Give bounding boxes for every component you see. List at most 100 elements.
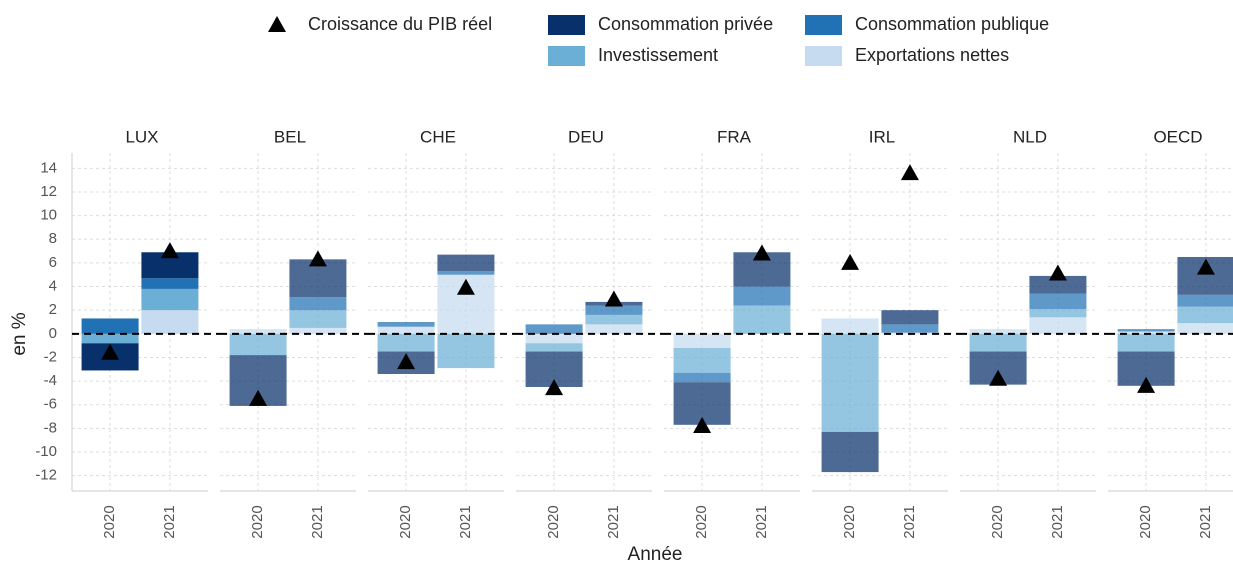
- bar-segment: [1177, 323, 1233, 334]
- legend-label: Exportations nettes: [855, 45, 1009, 65]
- y-tick-label: 14: [40, 159, 57, 176]
- bar-segment: [1177, 294, 1233, 307]
- bar-segment: [585, 305, 643, 315]
- bar-segment: [289, 327, 347, 334]
- bar-segment: [673, 333, 731, 348]
- bar-segment: [881, 324, 939, 333]
- bar-segment: [821, 431, 879, 473]
- growth-marker: [989, 369, 1008, 386]
- x-tick-label: 2021: [901, 505, 918, 538]
- bar-segment: [437, 254, 495, 272]
- growth-marker: [841, 253, 860, 270]
- growth-marker: [1196, 258, 1215, 275]
- growth-marker: [1137, 376, 1156, 393]
- x-tick-label: 2021: [605, 505, 622, 538]
- legend-marker: [268, 16, 286, 32]
- bar-segment: [229, 333, 287, 356]
- panel-title: BEL: [274, 127, 306, 146]
- x-tick-label: 2020: [989, 505, 1006, 538]
- bar-segment: [81, 318, 139, 334]
- bar-segment: [969, 329, 1027, 334]
- y-tick-label: 10: [40, 207, 57, 224]
- y-tick-label: 4: [49, 278, 57, 295]
- legend-swatch: [548, 15, 585, 35]
- y-tick-label: -2: [44, 348, 57, 365]
- legend-label: Consommation publique: [855, 14, 1049, 34]
- x-axis-label: Année: [628, 544, 683, 564]
- bar-segment: [733, 305, 791, 334]
- bar-segment: [377, 326, 435, 334]
- bar-segment: [141, 288, 199, 311]
- growth-marker: [249, 389, 268, 406]
- bar-segment: [1029, 275, 1087, 294]
- y-tick-label: -4: [44, 372, 57, 389]
- legend-label: Investissement: [598, 45, 718, 65]
- bar-segment: [673, 372, 731, 383]
- x-tick-label: 2020: [545, 505, 562, 538]
- bar-segment: [81, 333, 139, 344]
- y-tick-label: -12: [35, 467, 57, 484]
- legend-swatch: [805, 46, 842, 66]
- y-tick-label: 12: [40, 183, 57, 200]
- growth-marker: [456, 278, 475, 295]
- x-tick-label: 2020: [397, 505, 414, 538]
- bar-segment: [1029, 309, 1087, 318]
- bar-segment: [1117, 329, 1175, 332]
- bar-segment: [377, 333, 435, 352]
- bar-segment: [437, 271, 495, 275]
- bar-segment: [141, 310, 199, 334]
- x-tick-label: 2021: [457, 505, 474, 538]
- bar-segment: [525, 333, 583, 344]
- bar-segment: [229, 329, 287, 334]
- growth-marker: [101, 343, 120, 360]
- x-tick-label: 2021: [1049, 505, 1066, 538]
- bar-segment: [289, 310, 347, 328]
- growth-marker: [545, 379, 564, 396]
- bar-segment: [585, 314, 643, 325]
- y-tick-label: 0: [49, 325, 57, 342]
- growth-marker: [604, 290, 623, 307]
- legend-label: Croissance du PIB réel: [308, 14, 492, 34]
- bar-segment: [821, 333, 879, 432]
- growth-marker: [1048, 264, 1067, 281]
- bar-segment: [733, 286, 791, 306]
- bar-segment: [1029, 317, 1087, 334]
- panel-title: DEU: [568, 127, 604, 146]
- legend-swatch: [805, 15, 842, 35]
- x-tick-label: 2021: [1197, 505, 1214, 538]
- legend-label: Consommation privée: [598, 14, 773, 34]
- panel-title: IRL: [869, 127, 895, 146]
- bar-segment: [1029, 293, 1087, 309]
- bar-segment: [821, 318, 879, 334]
- bar-segment: [673, 348, 731, 373]
- bar-segment: [141, 278, 199, 289]
- x-tick-label: 2020: [693, 505, 710, 538]
- growth-marker: [752, 244, 771, 261]
- y-tick-label: -10: [35, 443, 57, 460]
- growth-marker: [308, 250, 327, 267]
- panel-title: FRA: [717, 127, 752, 146]
- y-tick-label: -8: [44, 419, 57, 436]
- growth-marker: [693, 417, 712, 433]
- bar-segment: [585, 324, 643, 334]
- panel-title: OECD: [1153, 127, 1202, 146]
- panel-title: CHE: [420, 127, 456, 146]
- bar-segment: [525, 343, 583, 352]
- y-tick-label: -6: [44, 396, 57, 413]
- bar-segment: [969, 333, 1027, 352]
- y-tick-label: 6: [49, 254, 57, 271]
- x-tick-label: 2021: [753, 505, 770, 538]
- legend-swatch: [548, 46, 585, 66]
- growth-marker: [900, 164, 919, 181]
- panel-title: NLD: [1013, 127, 1047, 146]
- x-tick-label: 2021: [161, 505, 178, 538]
- bar-segment: [1177, 306, 1233, 324]
- x-tick-label: 2021: [309, 505, 326, 538]
- panel-title: LUX: [125, 127, 158, 146]
- bar-segment: [1117, 333, 1175, 352]
- bar-segment: [437, 333, 495, 369]
- growth-marker: [397, 353, 416, 370]
- bar-segment: [1117, 331, 1175, 334]
- y-tick-label: 8: [49, 230, 57, 247]
